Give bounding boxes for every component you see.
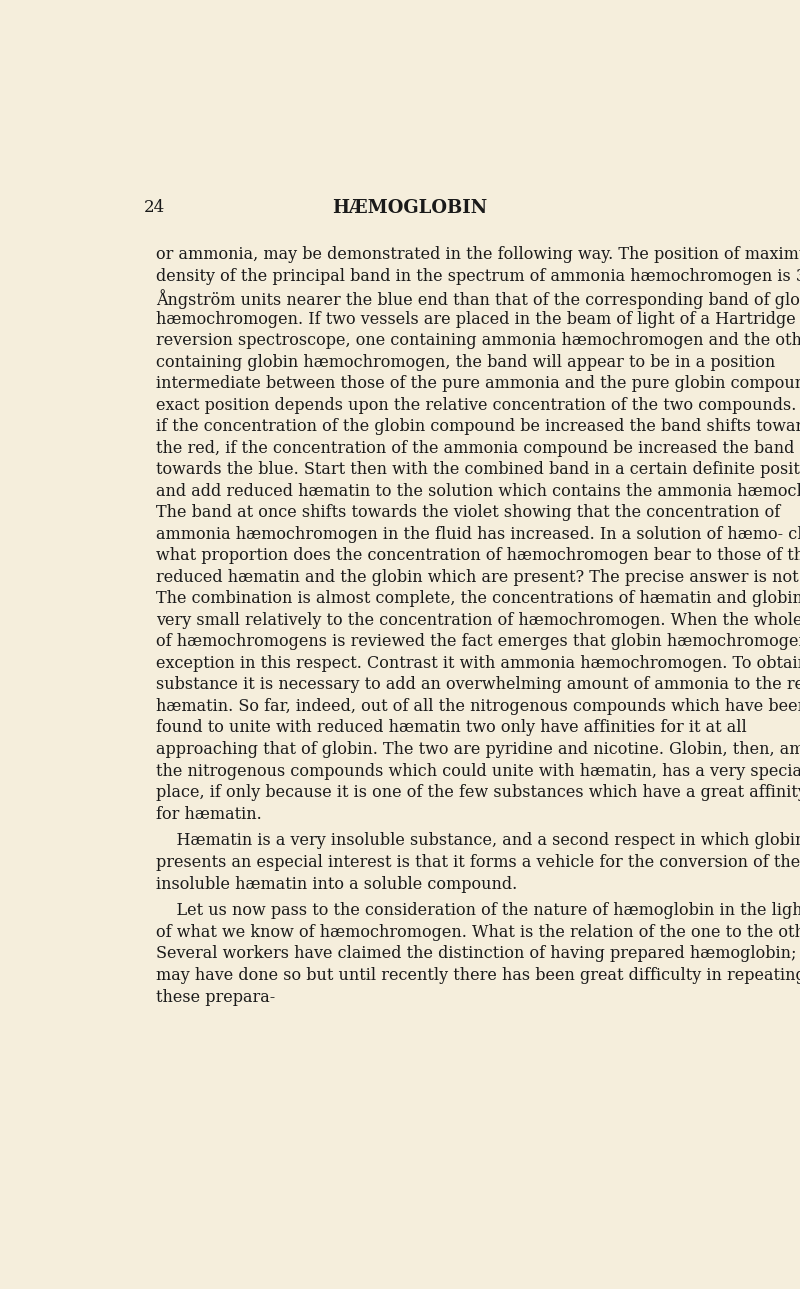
Text: found to unite with reduced hæmatin two only have affinities for it at all: found to unite with reduced hæmatin two … — [156, 719, 746, 736]
Text: these prepara-: these prepara- — [156, 989, 275, 1005]
Text: The band at once shifts towards the violet showing that the concentration of: The band at once shifts towards the viol… — [156, 504, 780, 521]
Text: very small relatively to the concentration of hæmochromogen. When the whole rang: very small relatively to the concentrati… — [156, 612, 800, 629]
Text: the nitrogenous compounds which could unite with hæmatin, has a very special: the nitrogenous compounds which could un… — [156, 763, 800, 780]
Text: The combination is almost complete, the concentrations of hæmatin and globin bei: The combination is almost complete, the … — [156, 590, 800, 607]
Text: Hæmatin is a very insoluble substance, and a second respect in which globin: Hæmatin is a very insoluble substance, a… — [156, 833, 800, 849]
Text: approaching that of globin. The two are pyridine and nicotine. Globin, then, amo: approaching that of globin. The two are … — [156, 741, 800, 758]
Text: may have done so but until recently there has been great difficulty in repeating: may have done so but until recently ther… — [156, 967, 800, 984]
Text: presents an especial interest is that it forms a vehicle for the conversion of t: presents an especial interest is that it… — [156, 855, 800, 871]
Text: of hæmochromogens is reviewed the fact emerges that globin hæmochromogen is an: of hæmochromogens is reviewed the fact e… — [156, 633, 800, 651]
Text: 24: 24 — [143, 200, 165, 217]
Text: exact position depends upon the relative concentration of the two compounds. Thu: exact position depends upon the relative… — [156, 397, 800, 414]
Text: reduced hæmatin and the globin which are present? The precise answer is not know: reduced hæmatin and the globin which are… — [156, 568, 800, 585]
Text: hæmatin. So far, indeed, out of all the nitrogenous compounds which have been: hæmatin. So far, indeed, out of all the … — [156, 697, 800, 715]
Text: Several workers have claimed the distinction of having prepared hæmoglobin; they: Several workers have claimed the distinc… — [156, 945, 800, 963]
Text: HÆMOGLOBIN: HÆMOGLOBIN — [332, 200, 488, 218]
Text: Ångström units nearer the blue end than that of the corresponding band of globin: Ångström units nearer the blue end than … — [156, 289, 800, 309]
Text: Let us now pass to the consideration of the nature of hæmoglobin in the light: Let us now pass to the consideration of … — [156, 902, 800, 919]
Text: of what we know of hæmochromogen. What is the relation of the one to the other?: of what we know of hæmochromogen. What i… — [156, 924, 800, 941]
Text: containing globin hæmochromogen, the band will appear to be in a position: containing globin hæmochromogen, the ban… — [156, 353, 775, 371]
Text: density of the principal band in the spectrum of ammonia hæmochromogen is 35: density of the principal band in the spe… — [156, 268, 800, 285]
Text: if the concentration of the globin compound be increased the band shifts towards: if the concentration of the globin compo… — [156, 418, 800, 436]
Text: place, if only because it is one of the few substances which have a great affini: place, if only because it is one of the … — [156, 784, 800, 800]
Text: the red, if the concentration of the ammonia compound be increased the band shif: the red, if the concentration of the amm… — [156, 440, 800, 456]
Text: for hæmatin.: for hæmatin. — [156, 806, 262, 822]
Text: exception in this respect. Contrast it with ammonia hæmochromogen. To obtain tha: exception in this respect. Contrast it w… — [156, 655, 800, 672]
Text: intermediate between those of the pure ammonia and the pure globin compounds. Th: intermediate between those of the pure a… — [156, 375, 800, 392]
Text: ammonia hæmochromogen in the fluid has increased. In a solution of hæmo- chromog: ammonia hæmochromogen in the fluid has i… — [156, 526, 800, 543]
Text: reversion spectroscope, one containing ammonia hæmochromogen and the other: reversion spectroscope, one containing a… — [156, 333, 800, 349]
Text: substance it is necessary to add an overwhelming amount of ammonia to the reduce: substance it is necessary to add an over… — [156, 677, 800, 693]
Text: insoluble hæmatin into a soluble compound.: insoluble hæmatin into a soluble compoun… — [156, 875, 517, 892]
Text: and add reduced hæmatin to the solution which contains the ammonia hæmochromogen: and add reduced hæmatin to the solution … — [156, 483, 800, 500]
Text: towards the blue. Start then with the combined band in a certain definite positi: towards the blue. Start then with the co… — [156, 461, 800, 478]
Text: hæmochromogen. If two vessels are placed in the beam of light of a Hartridge: hæmochromogen. If two vessels are placed… — [156, 311, 795, 327]
Text: what proportion does the concentration of hæmochromogen bear to those of the: what proportion does the concentration o… — [156, 548, 800, 565]
Text: or ammonia, may be demonstrated in the following way. The position of maximum: or ammonia, may be demonstrated in the f… — [156, 246, 800, 263]
